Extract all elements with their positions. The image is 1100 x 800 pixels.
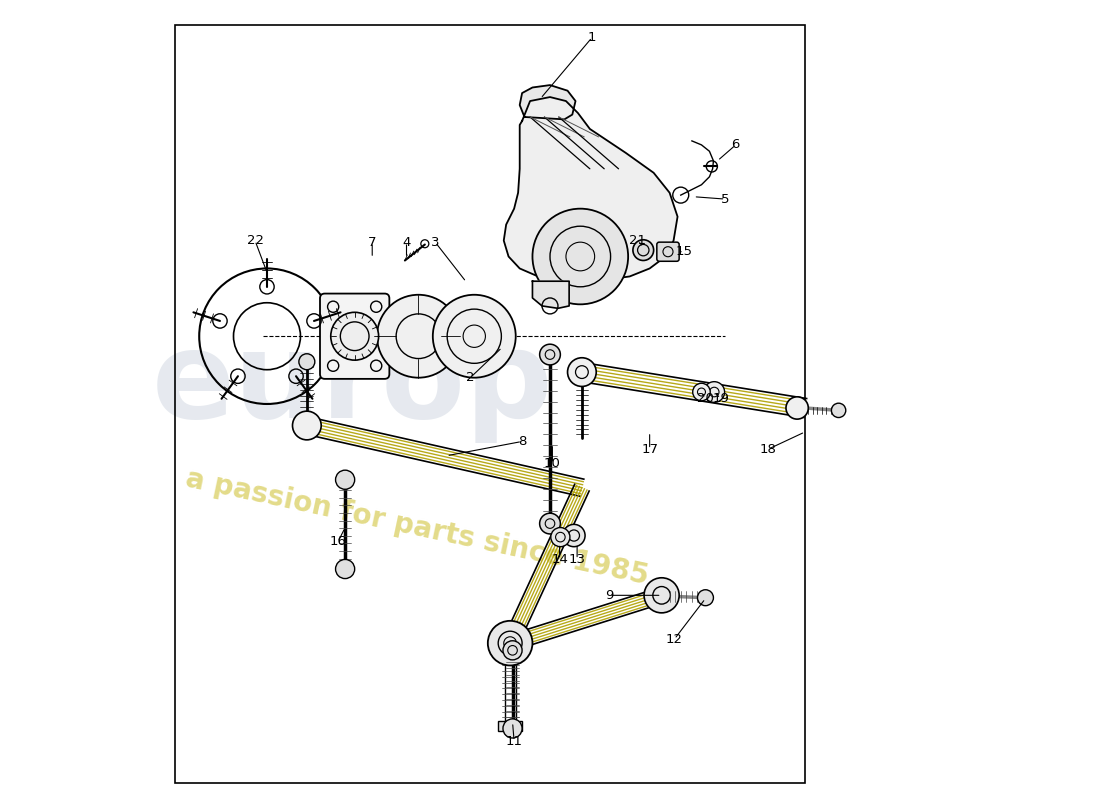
Circle shape xyxy=(377,294,460,378)
Circle shape xyxy=(293,411,321,440)
Circle shape xyxy=(563,524,585,546)
Text: 5: 5 xyxy=(722,193,729,206)
Circle shape xyxy=(645,578,679,613)
Circle shape xyxy=(693,383,711,401)
Text: 6: 6 xyxy=(732,138,740,151)
Circle shape xyxy=(540,514,560,534)
Circle shape xyxy=(503,719,522,738)
Text: 10: 10 xyxy=(544,458,561,470)
Circle shape xyxy=(832,403,846,418)
Text: 8: 8 xyxy=(518,435,526,448)
FancyBboxPatch shape xyxy=(498,722,522,731)
Circle shape xyxy=(299,354,315,370)
Text: 17: 17 xyxy=(641,443,658,456)
Circle shape xyxy=(336,559,354,578)
Circle shape xyxy=(704,382,725,402)
Circle shape xyxy=(532,209,628,304)
Text: europ: europ xyxy=(152,326,553,442)
Text: 14: 14 xyxy=(551,553,568,566)
Text: 1: 1 xyxy=(588,30,596,44)
Polygon shape xyxy=(504,97,678,282)
Text: 19: 19 xyxy=(712,392,729,405)
Text: 21: 21 xyxy=(629,234,646,247)
Circle shape xyxy=(632,240,653,261)
Circle shape xyxy=(432,294,516,378)
Text: 11: 11 xyxy=(506,734,522,748)
Polygon shape xyxy=(532,282,569,308)
FancyBboxPatch shape xyxy=(498,640,522,650)
Circle shape xyxy=(551,527,570,546)
Circle shape xyxy=(336,470,354,490)
Text: 2: 2 xyxy=(466,371,474,384)
Text: 13: 13 xyxy=(569,553,585,566)
FancyBboxPatch shape xyxy=(320,294,389,379)
Text: 22: 22 xyxy=(246,234,264,247)
Text: 18: 18 xyxy=(759,443,777,456)
Text: 20: 20 xyxy=(697,392,714,405)
Text: 9: 9 xyxy=(605,589,613,602)
Text: 12: 12 xyxy=(666,633,683,646)
Text: 3: 3 xyxy=(431,236,439,249)
Text: 7: 7 xyxy=(368,236,376,249)
Circle shape xyxy=(697,590,714,606)
Text: 4: 4 xyxy=(403,236,410,249)
Circle shape xyxy=(540,344,560,365)
Circle shape xyxy=(331,312,378,360)
Circle shape xyxy=(568,358,596,386)
Polygon shape xyxy=(519,85,575,119)
Text: 15: 15 xyxy=(675,246,692,258)
Text: 16: 16 xyxy=(330,535,346,549)
Circle shape xyxy=(786,397,808,419)
Text: a passion for parts since 1985: a passion for parts since 1985 xyxy=(184,465,651,590)
Circle shape xyxy=(487,621,532,666)
Circle shape xyxy=(503,641,522,660)
FancyBboxPatch shape xyxy=(657,242,679,262)
